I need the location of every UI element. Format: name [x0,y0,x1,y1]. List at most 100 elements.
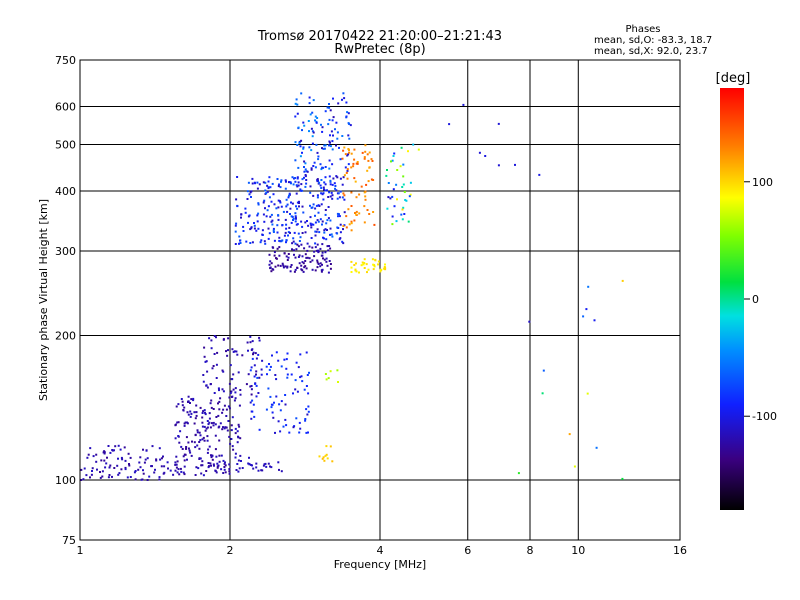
echo-point [320,187,323,189]
echo-point [301,225,304,228]
echo-point [279,430,282,433]
echo-point [323,229,326,232]
echo-point [114,445,117,448]
echo-point [217,402,219,405]
echo-point [298,240,301,242]
echo-point [255,466,258,469]
echo-point [307,405,310,408]
echo-point [203,355,206,358]
echo-point [330,191,333,194]
echo-point [296,144,299,146]
echo-point [266,184,269,187]
echo-point [336,176,339,179]
echo-point [175,405,178,408]
echo-point [263,240,266,243]
echo-point [358,193,361,196]
echo-point [99,476,102,479]
echo-point [292,183,295,186]
stats-x-mode: mean, sd,X: 92.0, 23.7 [594,46,708,57]
echo-point [274,374,277,376]
echo-point [300,220,303,223]
echo-point [109,464,112,467]
echo-point [101,470,104,473]
echo-point [350,266,353,269]
echo-point [298,421,301,424]
echo-point [217,387,220,390]
echo-point [185,436,188,439]
echo-point [316,194,319,197]
echo-point [124,459,127,462]
echo-point [262,201,265,204]
echo-point [286,203,289,206]
echo-point [393,205,396,208]
echo-point [221,411,224,414]
echo-point [123,446,126,449]
echo-point [328,159,331,162]
echo-point [166,461,169,464]
echo-point [363,157,366,160]
echo-point [355,210,358,213]
echo-point [208,445,211,448]
echo-point [216,351,219,354]
echo-point [279,409,282,412]
echo-point [284,418,287,421]
echo-point [282,264,285,267]
echo-point [273,254,276,257]
echo-point [364,144,367,147]
echo-point [355,213,358,216]
x-tick-label: 10 [571,544,585,557]
echo-point [323,258,326,261]
echo-point [312,194,315,197]
echo-point [212,365,215,367]
echo-point [179,430,182,433]
echo-point [285,255,288,258]
echo-point [271,411,274,414]
echo-point [137,468,140,471]
echo-point [252,467,255,470]
echo-point [286,352,289,355]
echo-point [108,466,111,469]
echo-point [391,215,394,218]
echo-point [329,183,332,186]
echo-point [266,190,269,193]
echo-point [269,215,272,218]
echo-point [294,216,297,219]
echo-point [290,373,293,376]
echo-point [358,271,360,274]
echo-point [314,269,317,272]
echo-point [223,427,226,430]
echo-point [221,388,224,391]
echo-point [227,405,230,408]
echo-point [139,466,142,469]
echo-point [354,212,356,214]
echo-point [206,451,209,454]
echo-point [307,224,310,227]
echo-point [328,106,331,109]
echo-point [239,437,242,440]
echo-point [215,336,217,339]
echo-point [347,122,350,125]
echo-point [253,224,256,227]
y-tick-label: 300 [55,245,76,258]
echo-point [497,122,500,125]
echo-point [273,203,276,206]
echo-point [307,120,310,122]
echo-point [275,378,278,381]
echo-point [231,378,234,381]
echo-point [213,392,216,394]
echo-point [312,203,315,206]
echo-point [542,369,545,372]
echo-point [253,222,255,224]
echo-point [255,357,258,360]
echo-point [568,433,571,436]
echo-point [272,193,275,196]
echo-point [517,472,520,475]
echo-point [264,207,266,210]
x-tick-label: 16 [673,544,687,557]
echo-point [283,358,286,361]
echo-point [257,202,260,205]
echo-point [179,467,182,470]
echo-point [180,470,183,473]
echo-point [260,239,263,242]
echo-point [116,464,119,467]
